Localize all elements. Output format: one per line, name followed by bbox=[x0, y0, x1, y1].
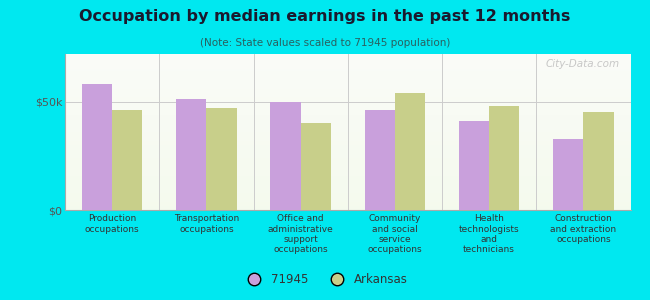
Text: City-Data.com: City-Data.com bbox=[545, 59, 619, 69]
Bar bbox=[300, 123, 331, 210]
Bar bbox=[270, 102, 300, 210]
Bar bbox=[395, 93, 425, 210]
Bar bbox=[176, 100, 206, 210]
Bar bbox=[459, 121, 489, 210]
Legend: 71945, Arkansas: 71945, Arkansas bbox=[237, 269, 413, 291]
Text: Occupation by median earnings in the past 12 months: Occupation by median earnings in the pas… bbox=[79, 9, 571, 24]
Text: (Note: State values scaled to 71945 population): (Note: State values scaled to 71945 popu… bbox=[200, 38, 450, 47]
Bar bbox=[489, 106, 519, 210]
Bar bbox=[82, 84, 112, 210]
Bar bbox=[365, 110, 395, 210]
Bar bbox=[207, 108, 237, 210]
Bar bbox=[584, 112, 614, 210]
Bar bbox=[112, 110, 142, 210]
Bar bbox=[553, 139, 584, 210]
